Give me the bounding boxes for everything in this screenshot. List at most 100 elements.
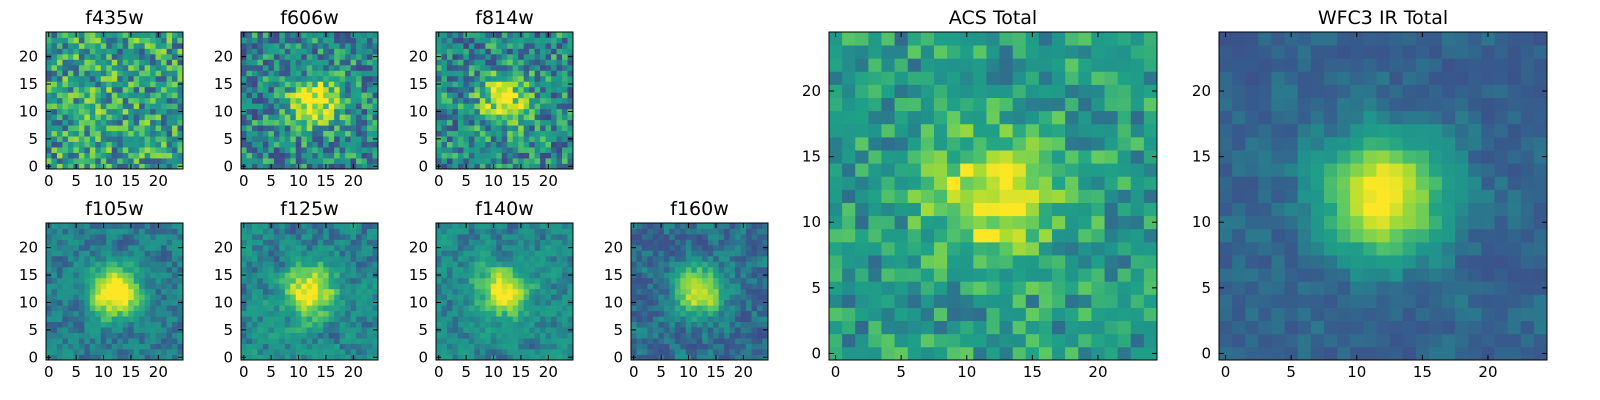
- heatmap-cell: [529, 283, 536, 290]
- heatmap-cell: [301, 228, 308, 235]
- heatmap-cell: [1091, 320, 1105, 335]
- heatmap-cell: [474, 59, 481, 66]
- heatmap-cell: [367, 114, 373, 121]
- heatmap-cell: [262, 53, 269, 60]
- heatmap-cell: [312, 239, 319, 246]
- heatmap-cell: [273, 283, 280, 290]
- heatmap-cell: [463, 239, 470, 246]
- heatmap-cell: [84, 86, 91, 93]
- heatmap-cell: [685, 338, 692, 344]
- heatmap-cell: [479, 266, 486, 273]
- heatmap-cell: [556, 349, 563, 355]
- heatmap-cell: [636, 305, 643, 312]
- heatmap-cell: [161, 42, 167, 49]
- heatmap-cell: [479, 233, 486, 240]
- heatmap-cell: [241, 92, 247, 99]
- heatmap-cell: [457, 81, 464, 88]
- heatmap-cell: [457, 37, 464, 44]
- heatmap-cell: [512, 327, 519, 333]
- heatmap-cell: [894, 202, 909, 217]
- x-tick-label: 0: [434, 172, 444, 190]
- heatmap-cell: [920, 268, 935, 282]
- heatmap-cell: [144, 130, 151, 137]
- heatmap-cell: [306, 163, 313, 170]
- heatmap-cell: [89, 32, 96, 38]
- heatmap-cell: [680, 349, 687, 355]
- heatmap-cell: [691, 310, 698, 317]
- heatmap-cell: [301, 299, 308, 306]
- heatmap-cell: [73, 158, 80, 164]
- heatmap-cell: [523, 86, 530, 93]
- heatmap-cell: [89, 70, 96, 77]
- heatmap-cell: [73, 64, 80, 71]
- heatmap-cell: [361, 288, 368, 295]
- heatmap-cell: [1104, 346, 1119, 361]
- heatmap-cell: [144, 255, 151, 262]
- heatmap-cell: [241, 239, 247, 246]
- heatmap-cell: [317, 152, 324, 159]
- heatmap-cell: [829, 176, 843, 190]
- heatmap-cell: [290, 75, 297, 82]
- heatmap-cell: [457, 233, 464, 240]
- heatmap-cell: [73, 59, 80, 66]
- heatmap-cell: [512, 147, 519, 153]
- heatmap-cell: [1065, 215, 1079, 230]
- heatmap-cell: [658, 343, 665, 350]
- heatmap-cell: [751, 228, 758, 235]
- heatmap-cell: [567, 223, 574, 229]
- axes-frame: [45, 31, 184, 170]
- heatmap-cell: [257, 53, 264, 60]
- heatmap-cell: [529, 42, 536, 49]
- heatmap-cell: [842, 281, 856, 295]
- heatmap-cell: [317, 261, 324, 268]
- heatmap-cell: [523, 338, 530, 344]
- heatmap-cell: [1025, 241, 1040, 256]
- heatmap-cell: [150, 316, 156, 323]
- heatmap-cell: [144, 294, 151, 301]
- heatmap-cell: [295, 125, 302, 132]
- heatmap-cell: [155, 305, 162, 312]
- heatmap-cell: [933, 241, 948, 256]
- heatmap-cell: [463, 81, 470, 88]
- heatmap-cell: [317, 136, 324, 142]
- heatmap-cell: [647, 321, 654, 328]
- heatmap-cell: [1143, 281, 1158, 295]
- heatmap-cell: [155, 114, 162, 121]
- heatmap-cell: [273, 299, 280, 306]
- heatmap-cell: [474, 114, 481, 121]
- heatmap-cell: [512, 48, 519, 55]
- heatmap-cell: [295, 114, 302, 121]
- heatmap-cell: [56, 332, 63, 339]
- heatmap-cell: [73, 86, 80, 93]
- heatmap-cell: [636, 283, 643, 290]
- heatmap-cell: [139, 305, 146, 312]
- heatmap-cell: [150, 233, 156, 240]
- heatmap-cell: [735, 261, 741, 268]
- heatmap-cell: [436, 147, 442, 153]
- heatmap-cell: [551, 343, 557, 350]
- heatmap-cell: [95, 327, 102, 333]
- heatmap-cell: [1065, 176, 1079, 190]
- heatmap-cell: [512, 136, 519, 142]
- heatmap-cell: [1038, 294, 1053, 308]
- heatmap-cell: [729, 327, 736, 333]
- heatmap-cell: [868, 176, 882, 190]
- heatmap-cell: [117, 239, 124, 246]
- heatmap-cell: [757, 338, 763, 344]
- heatmap-cell: [89, 147, 96, 153]
- heatmap-cell: [441, 108, 448, 115]
- heatmap-cell: [372, 233, 379, 240]
- heatmap-cell: [457, 277, 464, 284]
- heatmap-cell: [161, 163, 167, 170]
- heatmap-cell: [724, 255, 731, 262]
- heatmap-cell: [485, 147, 492, 153]
- heatmap-cell: [986, 294, 1000, 308]
- heatmap-cell: [133, 310, 140, 317]
- heatmap-cell: [702, 255, 709, 262]
- heatmap-cell: [507, 163, 514, 170]
- heatmap-cell: [251, 114, 258, 121]
- heatmap-cell: [122, 310, 129, 317]
- heatmap-cell: [986, 255, 1000, 269]
- heatmap-cell: [501, 294, 508, 301]
- heatmap-cell: [441, 114, 448, 121]
